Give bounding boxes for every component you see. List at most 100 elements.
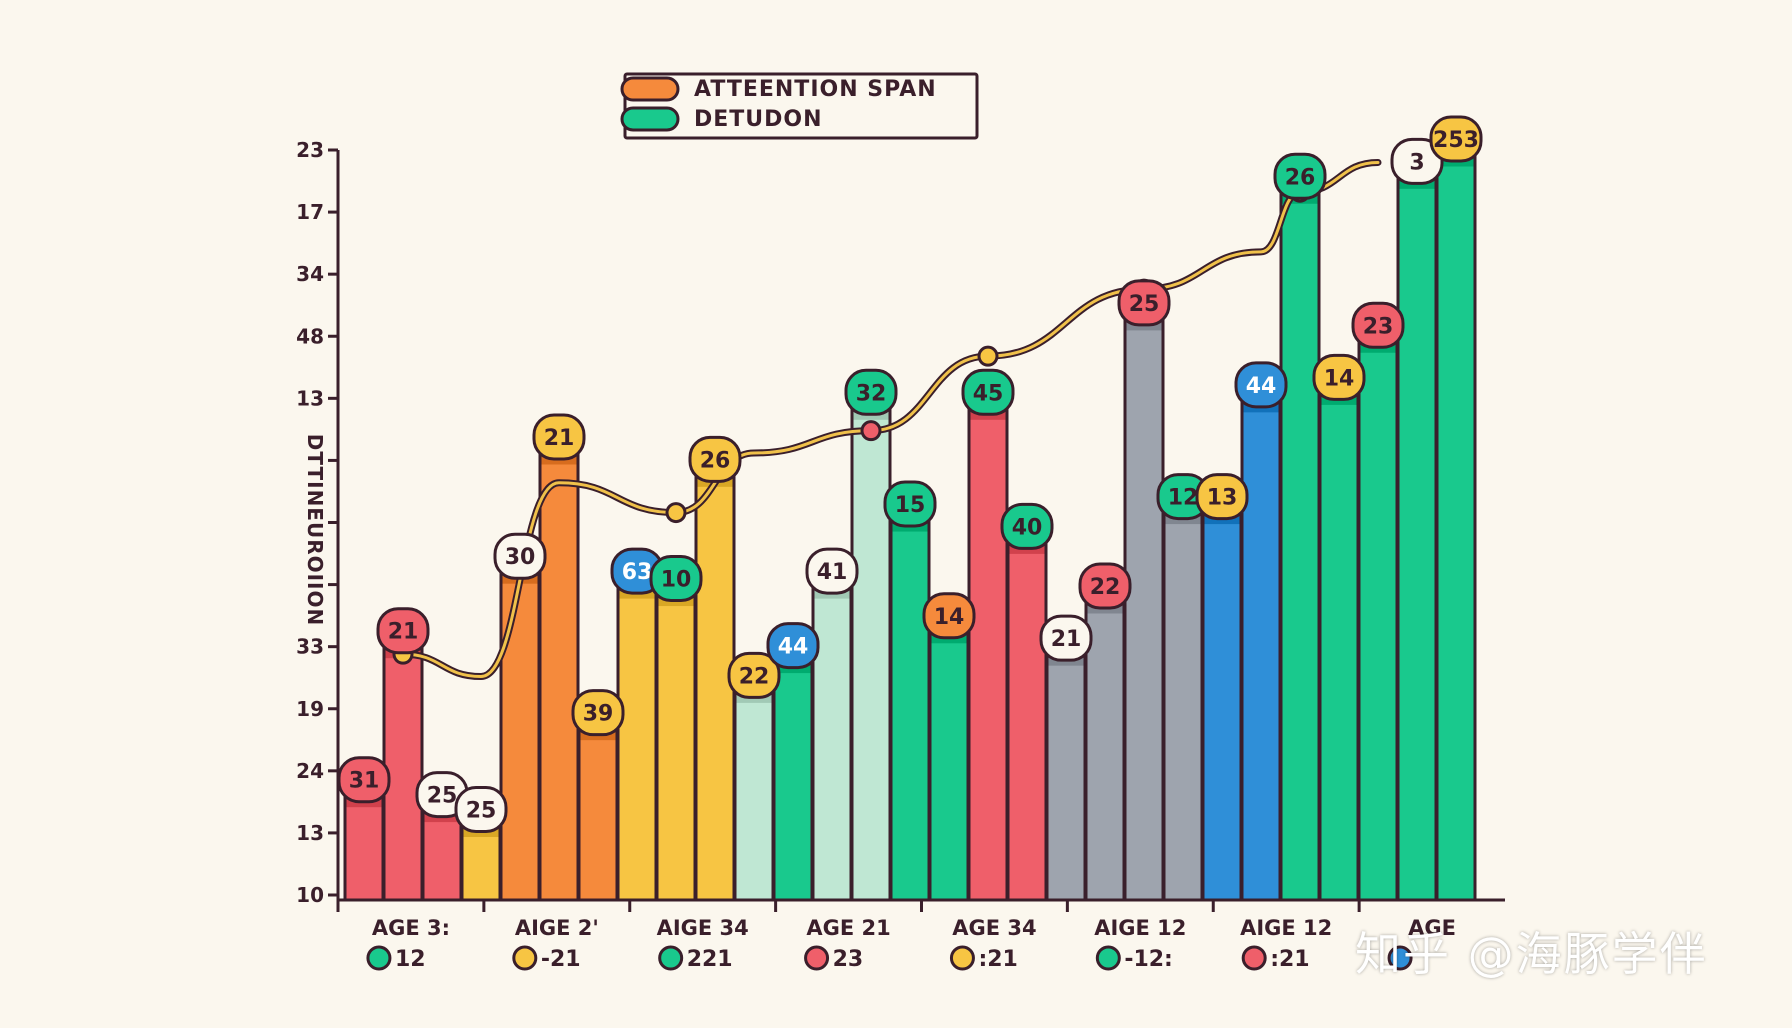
x-category-sub: :21	[978, 947, 1017, 972]
x-category-label: AGE 3:	[372, 916, 450, 940]
data-label: 3	[1409, 150, 1424, 175]
data-badge	[1390, 137, 1444, 185]
bar	[538, 451, 580, 902]
x-category-sub: :21	[1270, 947, 1309, 972]
x-category-label: AIGE 12	[1094, 916, 1186, 940]
bar	[850, 406, 892, 902]
bar	[616, 585, 658, 902]
x-category-dot	[658, 945, 684, 971]
data-label: 44	[1246, 374, 1277, 399]
data-badge	[1351, 301, 1405, 349]
x-category-dot	[804, 945, 830, 971]
x-category-dot	[1095, 945, 1121, 971]
data-badge	[1429, 115, 1483, 163]
x-category-sub: 12	[395, 947, 426, 972]
data-label: 30	[505, 545, 536, 570]
y-tick-label: 24	[296, 759, 324, 783]
data-label: 63	[622, 560, 653, 585]
bar	[1162, 511, 1204, 902]
data-label: 21	[544, 426, 575, 451]
bar	[343, 794, 385, 902]
data-label: 12	[1168, 486, 1199, 511]
bar	[1240, 399, 1282, 902]
y-tick-label: 23	[296, 138, 324, 162]
data-label: 23	[1363, 314, 1394, 339]
legend-swatch	[620, 106, 680, 132]
bar	[733, 689, 775, 902]
legend-label: DETUDON	[694, 107, 823, 132]
data-badge	[376, 607, 430, 655]
data-label: 25	[427, 784, 458, 809]
data-label: 10	[661, 568, 692, 593]
data-badge	[766, 622, 820, 670]
bar	[421, 809, 463, 902]
bar	[1045, 652, 1087, 902]
bar	[1084, 600, 1126, 902]
data-badge	[727, 651, 781, 699]
data-label: 45	[973, 381, 1004, 406]
bar	[577, 727, 619, 902]
x-category-dot	[1387, 945, 1413, 971]
data-badge	[337, 756, 391, 804]
data-label: 31	[349, 769, 380, 794]
data-label: 21	[388, 620, 419, 645]
data-label: 14	[934, 605, 965, 630]
data-badge	[1234, 361, 1288, 409]
data-badge	[1117, 279, 1171, 327]
data-label: 15	[895, 493, 926, 518]
data-badge	[532, 413, 586, 461]
data-label: 40	[1012, 515, 1043, 540]
bar	[772, 660, 814, 902]
y-tick-label: 33	[296, 635, 324, 659]
data-badge	[454, 786, 508, 833]
y-tick-label: 13	[296, 386, 324, 410]
bar	[1201, 511, 1243, 902]
legend-swatch	[620, 76, 680, 102]
data-label: 26	[1285, 165, 1316, 190]
x-category-label: AGE 34	[952, 916, 1036, 940]
y-tick-label: 19	[296, 697, 324, 721]
data-badge	[883, 480, 937, 528]
data-badge	[1078, 562, 1132, 610]
bar	[967, 406, 1009, 902]
data-label: 25	[466, 799, 497, 824]
bar	[1123, 317, 1165, 902]
data-badge	[961, 368, 1015, 416]
x-category-label: AGE 21	[806, 916, 890, 940]
bar	[1357, 339, 1399, 902]
data-label: 32	[856, 381, 887, 406]
x-category-sub: -21	[541, 947, 581, 972]
bar	[1279, 190, 1321, 902]
watermark-text: 知乎 @海豚学伴	[1355, 927, 1708, 981]
data-label: 253	[1433, 128, 1479, 153]
x-category-label: AIGE 34	[657, 916, 749, 940]
data-badge	[1039, 614, 1093, 662]
x-category-label: AGE	[1408, 916, 1456, 940]
x-category-sub: 221	[687, 947, 733, 972]
bar	[460, 824, 502, 902]
y-tick-label: 17	[296, 200, 324, 224]
y-tick-label: 34	[296, 262, 324, 286]
legend-box	[623, 72, 979, 140]
x-category-dot	[512, 945, 538, 971]
data-badge	[922, 592, 976, 640]
bar	[928, 630, 970, 902]
data-badge	[844, 368, 898, 416]
data-label: 41	[817, 560, 848, 585]
bar	[694, 473, 736, 902]
y-tick-label: 13	[296, 821, 324, 845]
data-label: 25	[1129, 292, 1160, 317]
data-badge	[1195, 473, 1249, 521]
y-tick-label: 48	[296, 324, 324, 348]
bar	[889, 518, 931, 902]
data-label: 26	[700, 448, 731, 473]
bar	[655, 593, 697, 902]
x-category-label: AIGE 12	[1240, 916, 1332, 940]
x-category-dot	[1241, 945, 1267, 971]
trend-point	[665, 502, 687, 524]
data-label: 21	[1051, 627, 1082, 652]
data-badge	[688, 435, 742, 483]
data-label: 22	[739, 664, 770, 689]
